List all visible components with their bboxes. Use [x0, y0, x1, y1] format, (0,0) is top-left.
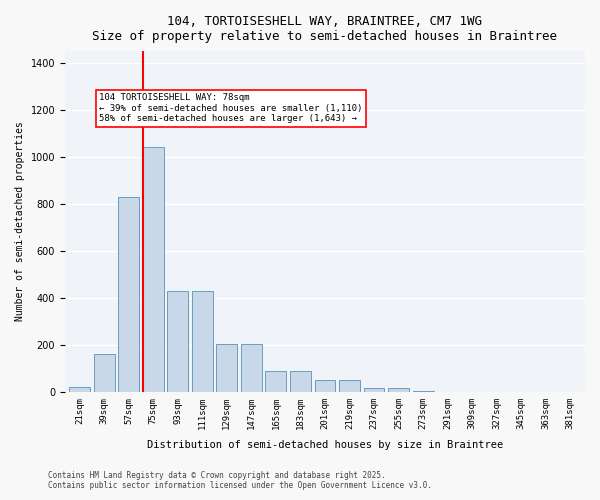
Text: 104 TORTOISESHELL WAY: 78sqm
← 39% of semi-detached houses are smaller (1,110)
5: 104 TORTOISESHELL WAY: 78sqm ← 39% of se… — [99, 94, 362, 123]
Text: Contains HM Land Registry data © Crown copyright and database right 2025.
Contai: Contains HM Land Registry data © Crown c… — [48, 470, 432, 490]
Bar — [290, 370, 311, 392]
Bar — [94, 354, 115, 392]
Y-axis label: Number of semi-detached properties: Number of semi-detached properties — [15, 122, 25, 322]
Bar — [217, 344, 237, 392]
Bar — [364, 388, 385, 392]
Bar — [339, 380, 360, 392]
Bar — [192, 291, 213, 392]
Bar — [167, 291, 188, 392]
Bar — [388, 388, 409, 392]
Bar — [69, 387, 90, 392]
Bar — [314, 380, 335, 392]
Title: 104, TORTOISESHELL WAY, BRAINTREE, CM7 1WG
Size of property relative to semi-det: 104, TORTOISESHELL WAY, BRAINTREE, CM7 1… — [92, 15, 557, 43]
Bar — [143, 148, 164, 392]
Bar — [241, 344, 262, 392]
Bar — [118, 197, 139, 392]
X-axis label: Distribution of semi-detached houses by size in Braintree: Distribution of semi-detached houses by … — [147, 440, 503, 450]
Bar — [413, 390, 434, 392]
Bar — [265, 370, 286, 392]
